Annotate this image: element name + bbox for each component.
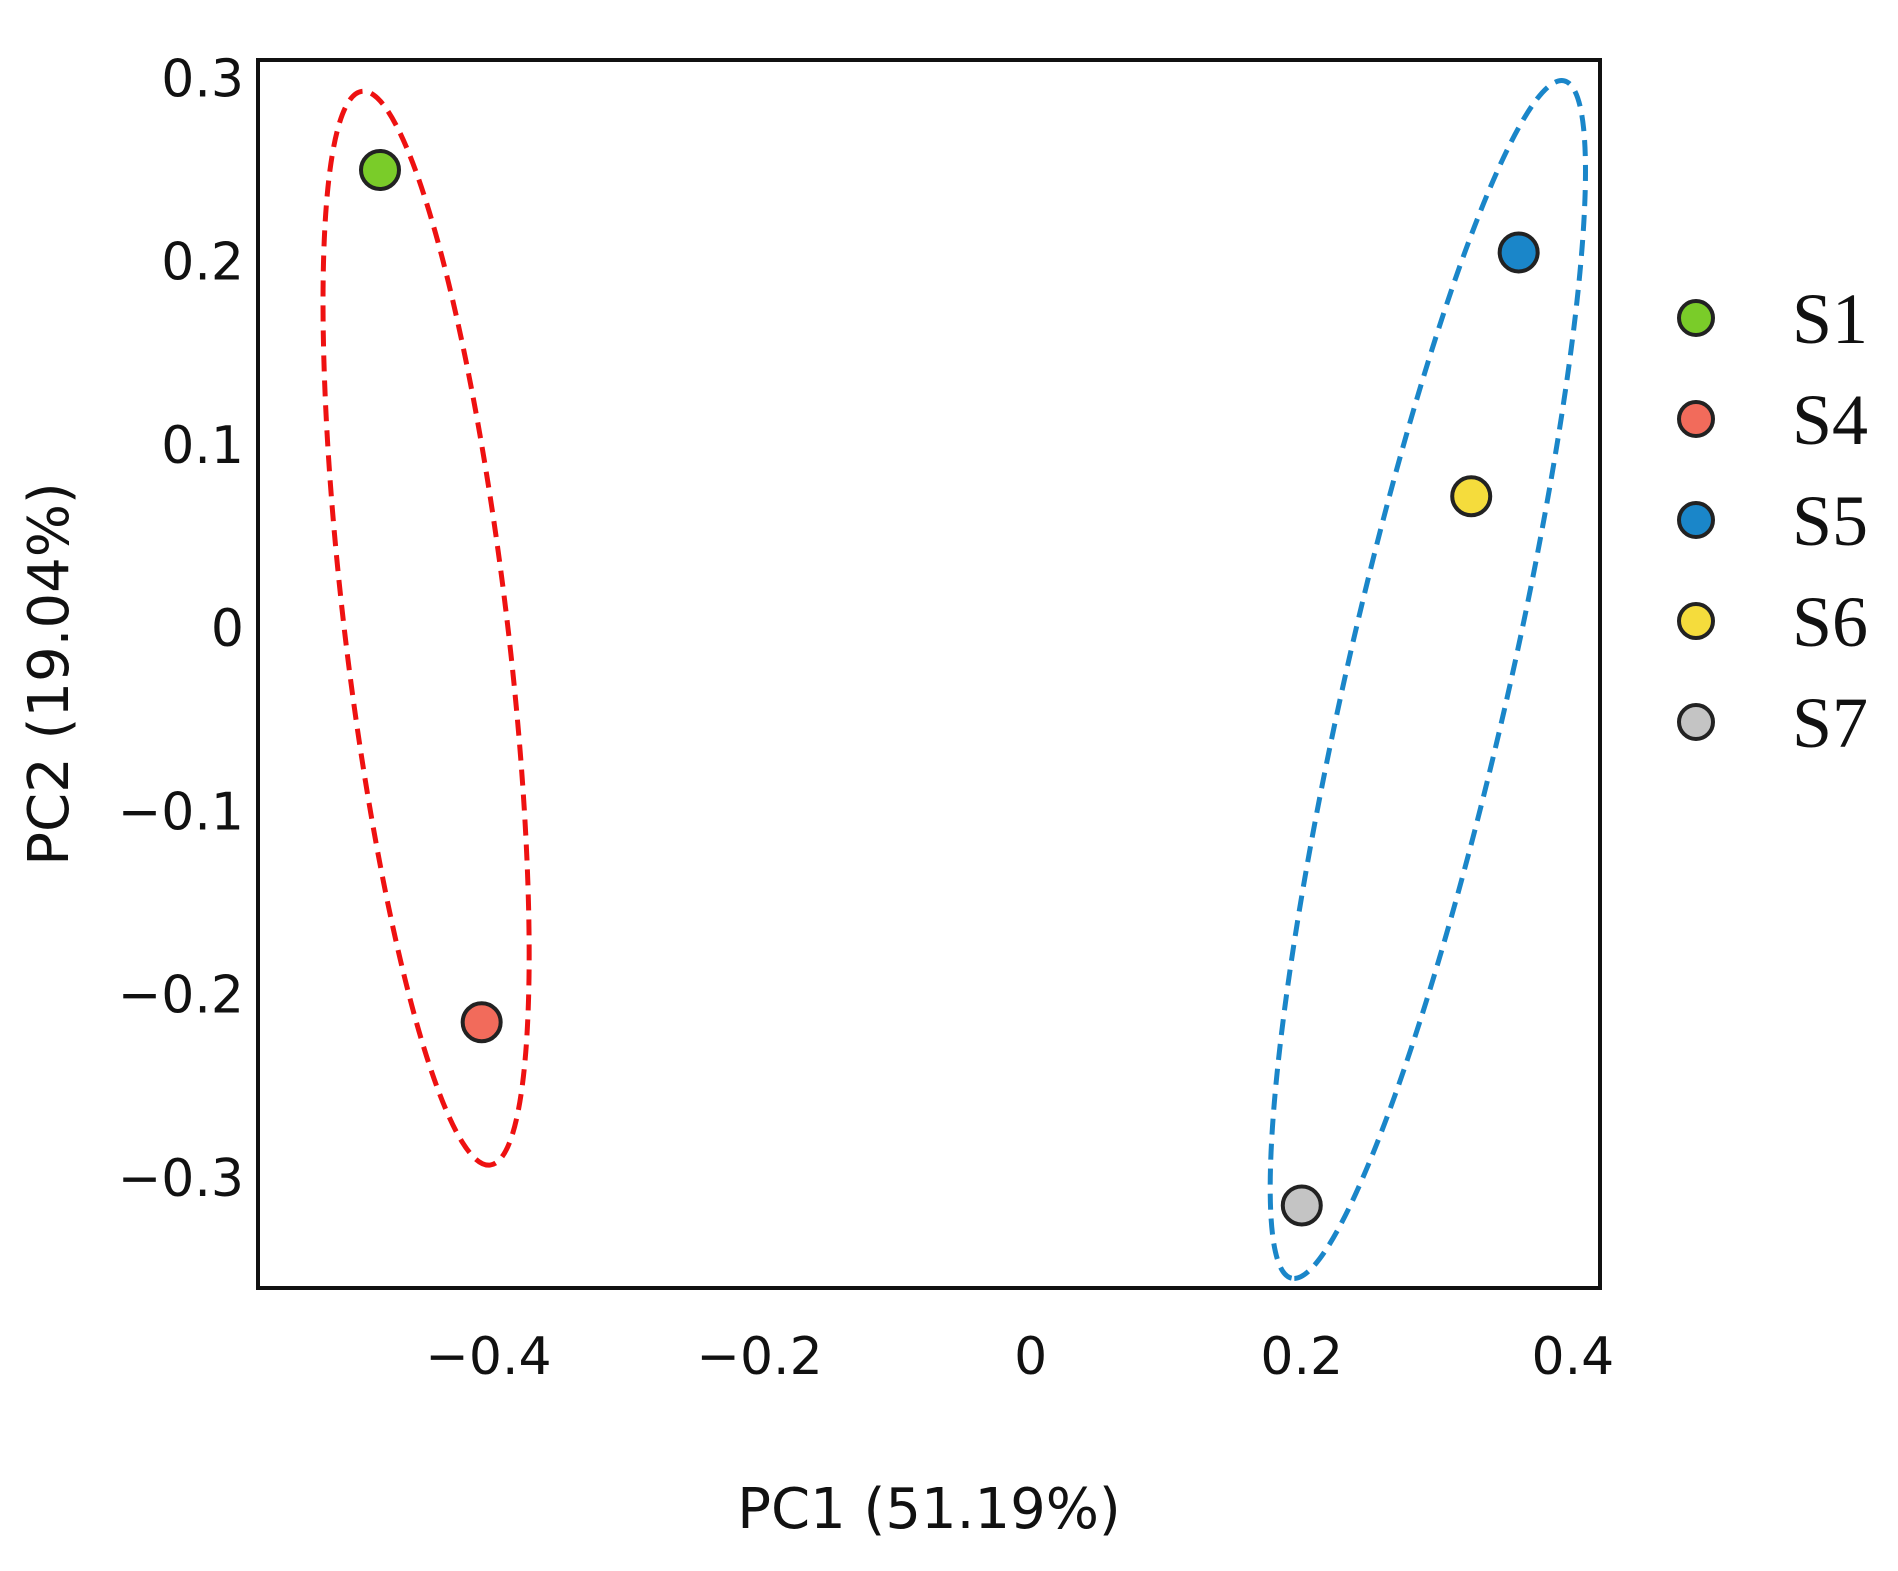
y-tick-label: 0.1 (161, 416, 244, 476)
legend-marker-s1 (1677, 299, 1715, 337)
point-s6 (1450, 475, 1493, 518)
legend-label-s5: S5 (1792, 481, 1868, 561)
y-tick-label: −0.1 (118, 782, 244, 842)
legend-label-s1: S1 (1792, 279, 1868, 359)
legend-marker-s5 (1677, 501, 1715, 539)
x-axis-label: PC1 (51.19%) (737, 1477, 1121, 1542)
legend-label-s4: S4 (1792, 380, 1868, 460)
y-axis-label: PC2 (19.04%) (17, 482, 82, 866)
point-s1 (359, 148, 401, 191)
cluster-ellipses (320, 78, 1588, 1281)
cluster-ellipse-2 (1267, 78, 1588, 1281)
x-tick-label: 0 (1014, 1327, 1047, 1387)
y-tick-label: 0.2 (161, 233, 244, 293)
x-axis-ticks: −0.4 −0.2 0 0.2 0.4 (425, 1327, 1614, 1387)
x-tick-label: 0.4 (1532, 1327, 1615, 1387)
legend-label-s7: S7 (1792, 683, 1868, 763)
y-axis-ticks: 0.3 0.2 0.1 0 −0.1 −0.2 −0.3 (118, 49, 244, 1209)
x-tick-label: 0.2 (1260, 1327, 1343, 1387)
point-s4 (460, 1001, 503, 1044)
point-s7 (1280, 1184, 1323, 1227)
x-tick-label: −0.2 (696, 1327, 822, 1387)
legend-marker-s7 (1677, 703, 1715, 741)
point-s5 (1497, 231, 1540, 274)
y-tick-label: 0.3 (161, 49, 244, 109)
x-tick-label: −0.4 (425, 1327, 551, 1387)
y-tick-label: 0 (211, 599, 244, 659)
legend-marker-s6 (1677, 602, 1715, 640)
y-tick-label: −0.2 (118, 966, 244, 1026)
plot-frame (256, 58, 1602, 1290)
legend-marker-s4 (1677, 400, 1715, 438)
legend-label-s6: S6 (1792, 582, 1868, 662)
legend: S1 S4 S5 S6 S7 (1677, 279, 1868, 763)
y-tick-label: −0.3 (118, 1149, 244, 1209)
cluster-ellipse-1 (320, 88, 532, 1168)
data-points (359, 148, 1540, 1227)
